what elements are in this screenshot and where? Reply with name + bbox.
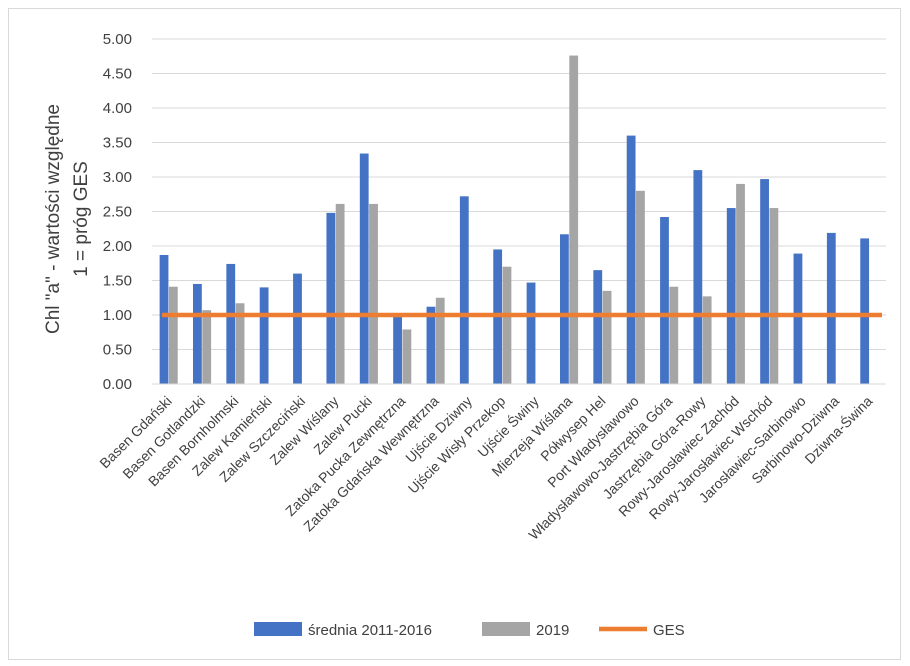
legend-ges-label: GES bbox=[653, 622, 685, 639]
bar-srednia bbox=[359, 153, 369, 384]
bar-s2019 bbox=[602, 290, 612, 384]
bar-s2019 bbox=[235, 303, 245, 384]
bar-srednia bbox=[526, 282, 536, 384]
y-tick-label: 3.50 bbox=[103, 135, 132, 152]
bar-s2019 bbox=[636, 190, 645, 384]
y-axis-title: Chl "a" - wartości względne 1 = próg GES bbox=[43, 104, 92, 334]
bar-srednia bbox=[593, 270, 603, 384]
bar-srednia bbox=[459, 196, 469, 384]
y-tick-label: 1.50 bbox=[103, 273, 132, 290]
legend-ges: GES bbox=[599, 622, 685, 639]
bar-srednia bbox=[192, 283, 202, 384]
bar-srednia bbox=[259, 287, 269, 384]
chart-frame: 0.00 0.50 1.00 1.50 2.00 2.50 3.00 3.50 4.00 4.50… bbox=[8, 8, 901, 660]
bar-srednia bbox=[693, 170, 703, 384]
bar-s2019 bbox=[702, 296, 712, 384]
bar-s2019 bbox=[435, 297, 445, 384]
y-tick-label: 5.00 bbox=[103, 31, 132, 48]
bar-s2019 bbox=[769, 208, 779, 384]
bar-s2019 bbox=[202, 310, 212, 384]
bar-s2019 bbox=[335, 203, 345, 384]
bar-srednia bbox=[293, 273, 302, 384]
bar-s2019 bbox=[669, 286, 679, 384]
bar-s2019 bbox=[502, 266, 512, 384]
legend-srednia-swatch bbox=[254, 622, 302, 636]
bar-srednia bbox=[393, 317, 402, 384]
legend-2019-swatch bbox=[482, 622, 530, 636]
bar-srednia bbox=[226, 263, 236, 384]
y-axis-title-line-2: 1 = próg GES bbox=[71, 161, 92, 277]
bar-srednia bbox=[826, 232, 836, 384]
bar-s2019 bbox=[736, 183, 745, 384]
legend-srednia-label: średnia 2011-2016 bbox=[308, 622, 432, 639]
bar-s2019 bbox=[569, 55, 579, 385]
y-tick-label: 2.00 bbox=[103, 238, 132, 255]
bar-srednia bbox=[326, 212, 336, 384]
bar-s2019 bbox=[168, 286, 178, 384]
y-tick-label: 2.50 bbox=[103, 204, 132, 221]
bar-srednia bbox=[760, 179, 769, 384]
y-tick-label: 0.50 bbox=[103, 342, 132, 359]
legend: średnia 2011-2016 2019 GES bbox=[254, 622, 685, 639]
legend-2019-label: 2019 bbox=[536, 622, 569, 639]
bar-srednia bbox=[726, 208, 736, 384]
y-tick-label: 1.00 bbox=[103, 307, 132, 324]
bar-srednia bbox=[626, 135, 636, 384]
bar-s2019 bbox=[369, 203, 378, 384]
bar-srednia bbox=[559, 234, 569, 384]
y-axis-title-line-1: Chl "a" - wartości względne bbox=[43, 104, 64, 334]
legend-2019: 2019 bbox=[482, 622, 569, 639]
bar-srednia bbox=[860, 238, 870, 384]
bar-srednia bbox=[159, 254, 169, 384]
y-tick-label: 4.50 bbox=[103, 66, 132, 83]
bar-srednia bbox=[660, 217, 669, 384]
y-axis-ticks: 0.00 0.50 1.00 1.50 2.00 2.50 3.00 3.50 4.00 4.50… bbox=[103, 31, 132, 393]
chart-svg: 0.00 0.50 1.00 1.50 2.00 2.50 3.00 3.50 4.00 4.50… bbox=[43, 31, 886, 639]
y-tick-label: 0.00 bbox=[103, 376, 132, 393]
y-tick-label: 4.00 bbox=[103, 100, 132, 117]
bars bbox=[159, 55, 870, 385]
bar-srednia bbox=[426, 306, 436, 384]
y-tick-label: 3.00 bbox=[103, 169, 132, 186]
legend-srednia: średnia 2011-2016 bbox=[254, 622, 432, 639]
bar-srednia bbox=[793, 253, 803, 384]
bar-s2019 bbox=[402, 329, 412, 384]
